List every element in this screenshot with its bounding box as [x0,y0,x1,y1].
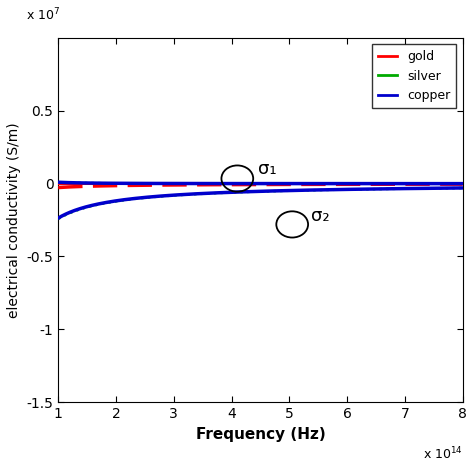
Text: σ₁: σ₁ [257,160,276,178]
Legend: gold, silver, copper: gold, silver, copper [372,44,456,108]
Text: σ₂: σ₂ [311,207,330,225]
X-axis label: Frequency (Hz): Frequency (Hz) [196,426,325,441]
Y-axis label: electrical conductivity (S/m): electrical conductivity (S/m) [7,122,21,318]
Text: x 10$^{14}$: x 10$^{14}$ [423,446,463,462]
Text: x 10$^7$: x 10$^7$ [26,7,60,23]
